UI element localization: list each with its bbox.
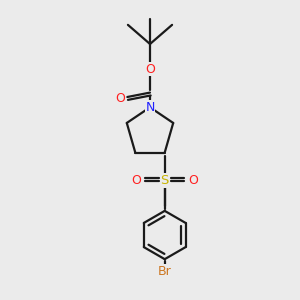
Text: O: O [115,92,125,105]
Text: O: O [131,174,141,187]
Text: S: S [160,174,169,187]
Text: Br: Br [158,265,172,278]
Text: N: N [145,101,155,114]
Text: O: O [188,174,198,187]
Text: O: O [145,62,155,76]
